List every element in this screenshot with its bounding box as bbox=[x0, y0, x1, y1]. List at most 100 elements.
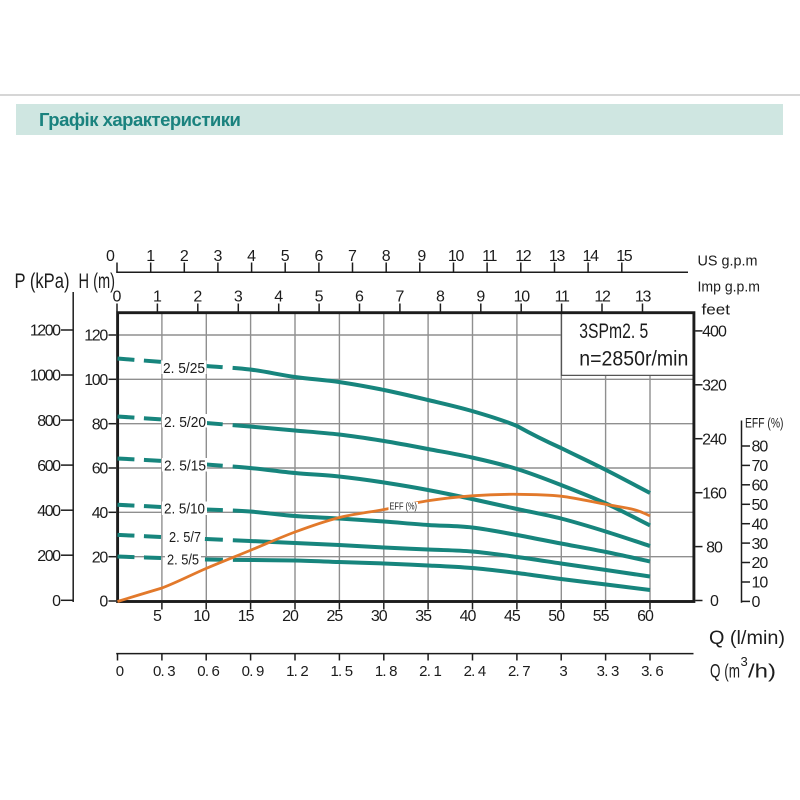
svg-text:1200: 1200 bbox=[30, 323, 61, 340]
svg-text:30: 30 bbox=[752, 536, 769, 553]
svg-text:60: 60 bbox=[92, 461, 109, 478]
svg-text:2. 5/20: 2. 5/20 bbox=[164, 414, 206, 431]
svg-text:1000: 1000 bbox=[30, 368, 61, 385]
svg-text:40: 40 bbox=[92, 505, 109, 522]
svg-text:10: 10 bbox=[752, 575, 769, 592]
svg-text:0: 0 bbox=[116, 663, 124, 680]
svg-text:3: 3 bbox=[213, 248, 222, 265]
svg-text:0: 0 bbox=[106, 248, 115, 265]
svg-text:3: 3 bbox=[559, 663, 567, 680]
svg-text:1. 8: 1. 8 bbox=[375, 663, 397, 680]
svg-text:3SPm2. 5: 3SPm2. 5 bbox=[579, 320, 648, 343]
svg-text:0: 0 bbox=[710, 593, 719, 610]
svg-text:11: 11 bbox=[555, 289, 570, 306]
svg-text:20: 20 bbox=[752, 555, 769, 572]
svg-text:15: 15 bbox=[616, 248, 633, 265]
svg-text:400: 400 bbox=[37, 503, 61, 520]
svg-text:13: 13 bbox=[635, 289, 652, 306]
svg-text:400: 400 bbox=[702, 324, 727, 341]
svg-text:7: 7 bbox=[395, 289, 404, 306]
svg-text:1. 2: 1. 2 bbox=[286, 663, 308, 680]
svg-text:2: 2 bbox=[180, 248, 189, 265]
svg-text:8: 8 bbox=[436, 289, 445, 306]
svg-text:4: 4 bbox=[274, 289, 283, 306]
svg-text:0: 0 bbox=[99, 594, 108, 611]
svg-text:50: 50 bbox=[548, 608, 565, 625]
svg-text:20: 20 bbox=[92, 549, 109, 566]
svg-text:US g.p.m: US g.p.m bbox=[698, 254, 758, 270]
svg-text:2. 1: 2. 1 bbox=[419, 663, 441, 680]
svg-text:0. 3: 0. 3 bbox=[153, 663, 175, 680]
svg-text:Imp g.p.m: Imp g.p.m bbox=[698, 280, 761, 296]
svg-text:2. 5/15: 2. 5/15 bbox=[164, 457, 206, 474]
svg-text:8: 8 bbox=[382, 248, 391, 265]
svg-text:n=2850r/min: n=2850r/min bbox=[579, 348, 688, 371]
svg-text:600: 600 bbox=[37, 458, 61, 475]
svg-text:12: 12 bbox=[515, 248, 532, 265]
svg-text:10: 10 bbox=[193, 608, 210, 625]
svg-text:60: 60 bbox=[752, 478, 769, 495]
svg-text:0: 0 bbox=[752, 594, 761, 611]
svg-text:20: 20 bbox=[282, 608, 299, 625]
svg-text:30: 30 bbox=[371, 608, 388, 625]
svg-text:1. 5: 1. 5 bbox=[330, 663, 352, 680]
svg-text:100: 100 bbox=[84, 372, 108, 389]
svg-text:P (kPa): P (kPa) bbox=[15, 270, 70, 293]
svg-text:2. 4: 2. 4 bbox=[464, 663, 486, 680]
svg-text:80: 80 bbox=[92, 416, 109, 433]
svg-text:35: 35 bbox=[415, 608, 432, 625]
svg-text:7: 7 bbox=[348, 248, 357, 265]
svg-text:2. 5/10: 2. 5/10 bbox=[164, 500, 205, 517]
svg-text:Q (m: Q (m bbox=[710, 661, 740, 683]
svg-text:9: 9 bbox=[476, 289, 485, 306]
svg-text:feet: feet bbox=[702, 302, 731, 319]
svg-text:320: 320 bbox=[702, 378, 727, 395]
svg-text:2. 5/25: 2. 5/25 bbox=[163, 360, 205, 377]
svg-text:13: 13 bbox=[549, 248, 566, 265]
svg-text:12: 12 bbox=[594, 289, 611, 306]
svg-text:0: 0 bbox=[52, 593, 61, 610]
svg-text:1: 1 bbox=[153, 289, 162, 306]
svg-text:200: 200 bbox=[37, 548, 61, 565]
svg-text:40: 40 bbox=[460, 608, 477, 625]
svg-text:3. 6: 3. 6 bbox=[641, 663, 663, 680]
svg-text:9: 9 bbox=[417, 248, 426, 265]
svg-text:11: 11 bbox=[482, 248, 497, 265]
svg-text:40: 40 bbox=[752, 516, 769, 533]
svg-text:6: 6 bbox=[314, 248, 323, 265]
svg-text:50: 50 bbox=[752, 497, 769, 514]
svg-text:240: 240 bbox=[702, 431, 727, 448]
svg-text:Q (l/min): Q (l/min) bbox=[709, 627, 785, 649]
svg-text:80: 80 bbox=[706, 539, 723, 556]
svg-text:5: 5 bbox=[153, 608, 162, 625]
svg-text:2: 2 bbox=[193, 289, 202, 306]
svg-text:160: 160 bbox=[702, 485, 727, 502]
svg-text:EFF (%): EFF (%) bbox=[745, 415, 784, 431]
svg-text:6: 6 bbox=[355, 289, 364, 306]
svg-text:10: 10 bbox=[514, 289, 531, 306]
svg-text:120: 120 bbox=[84, 328, 108, 345]
svg-text:3: 3 bbox=[234, 289, 243, 306]
svg-text:0. 6: 0. 6 bbox=[197, 663, 219, 680]
svg-text:60: 60 bbox=[637, 608, 654, 625]
svg-text:EFF (%): EFF (%) bbox=[390, 501, 418, 513]
svg-text:H (m): H (m) bbox=[79, 270, 116, 293]
svg-text:15: 15 bbox=[238, 608, 255, 625]
svg-text:0: 0 bbox=[113, 289, 122, 306]
svg-text:10: 10 bbox=[448, 248, 465, 265]
svg-text:800: 800 bbox=[37, 413, 61, 430]
svg-text:3. 3: 3. 3 bbox=[597, 663, 619, 680]
svg-text:5: 5 bbox=[315, 289, 324, 306]
svg-text:3: 3 bbox=[741, 654, 748, 669]
svg-text:4: 4 bbox=[247, 248, 256, 265]
svg-text:2. 5/7: 2. 5/7 bbox=[169, 529, 201, 546]
svg-text:55: 55 bbox=[593, 608, 610, 625]
svg-text:80: 80 bbox=[752, 439, 769, 456]
svg-text:0. 9: 0. 9 bbox=[242, 663, 264, 680]
svg-text:45: 45 bbox=[504, 608, 521, 625]
svg-text:25: 25 bbox=[327, 608, 344, 625]
svg-text:70: 70 bbox=[752, 458, 769, 475]
svg-text:/h): /h) bbox=[748, 661, 776, 683]
svg-text:1: 1 bbox=[146, 248, 155, 265]
svg-text:2. 7: 2. 7 bbox=[508, 663, 530, 680]
